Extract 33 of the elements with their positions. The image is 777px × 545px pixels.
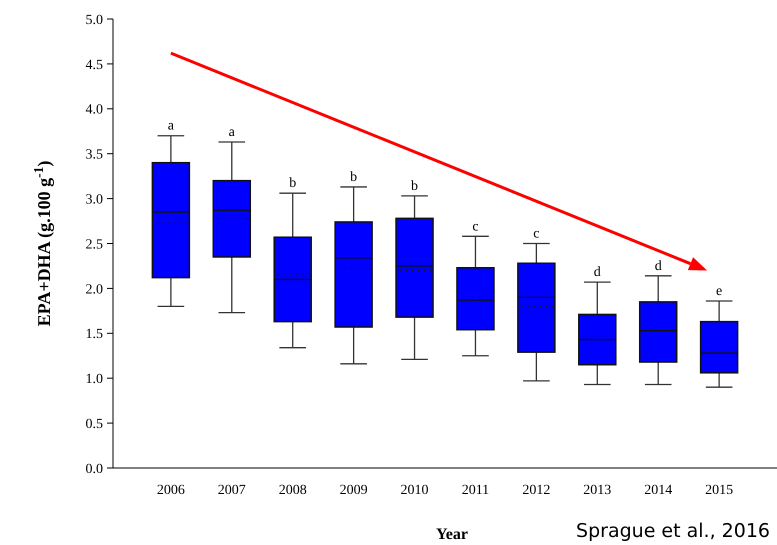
y-tick-label: 0.0 (86, 462, 103, 477)
x-tick-label: 2014 (644, 483, 672, 498)
annotation: c (533, 226, 540, 242)
text: Sprague et al., 2016 (576, 520, 770, 542)
y-tick-label: 4.0 (86, 102, 103, 118)
annotation: d (654, 258, 662, 274)
annotation: b (289, 176, 296, 192)
x-axis-title: Year (436, 526, 468, 543)
annotation: b (411, 178, 418, 194)
x-tick-label: 2006 (156, 483, 185, 498)
y-tick-label: 5.0 (86, 12, 103, 28)
y-tick-label: 3.5 (86, 148, 103, 163)
annotation: b (350, 170, 358, 185)
annotation: e (716, 284, 722, 299)
x-tick-label: 2015 (705, 483, 734, 498)
y-tick-label: 0.5 (86, 417, 103, 432)
y-tick-label: 2.5 (86, 237, 103, 252)
x-tick-label: 2010 (400, 483, 429, 498)
annotation: a (228, 125, 236, 140)
x-tick-label: 2008 (278, 483, 307, 498)
x-tick-label: 2013 (583, 483, 612, 498)
x-tick-label: 2011 (462, 483, 490, 498)
x-tick-label: 2007 (218, 483, 246, 498)
y-tick-label: 4.5 (86, 58, 103, 73)
y-tick-label: 2.0 (86, 282, 103, 298)
x-tick-label: 2009 (340, 483, 368, 498)
annotation: a (168, 118, 175, 134)
annotation: c (472, 219, 479, 234)
x-tick-label: 2012 (522, 483, 550, 498)
annotation: d (594, 265, 601, 280)
y-tick-label: 1.5 (86, 327, 103, 342)
y-tick-label: 1.0 (86, 372, 103, 388)
y-tick-label: 3.0 (86, 192, 103, 208)
